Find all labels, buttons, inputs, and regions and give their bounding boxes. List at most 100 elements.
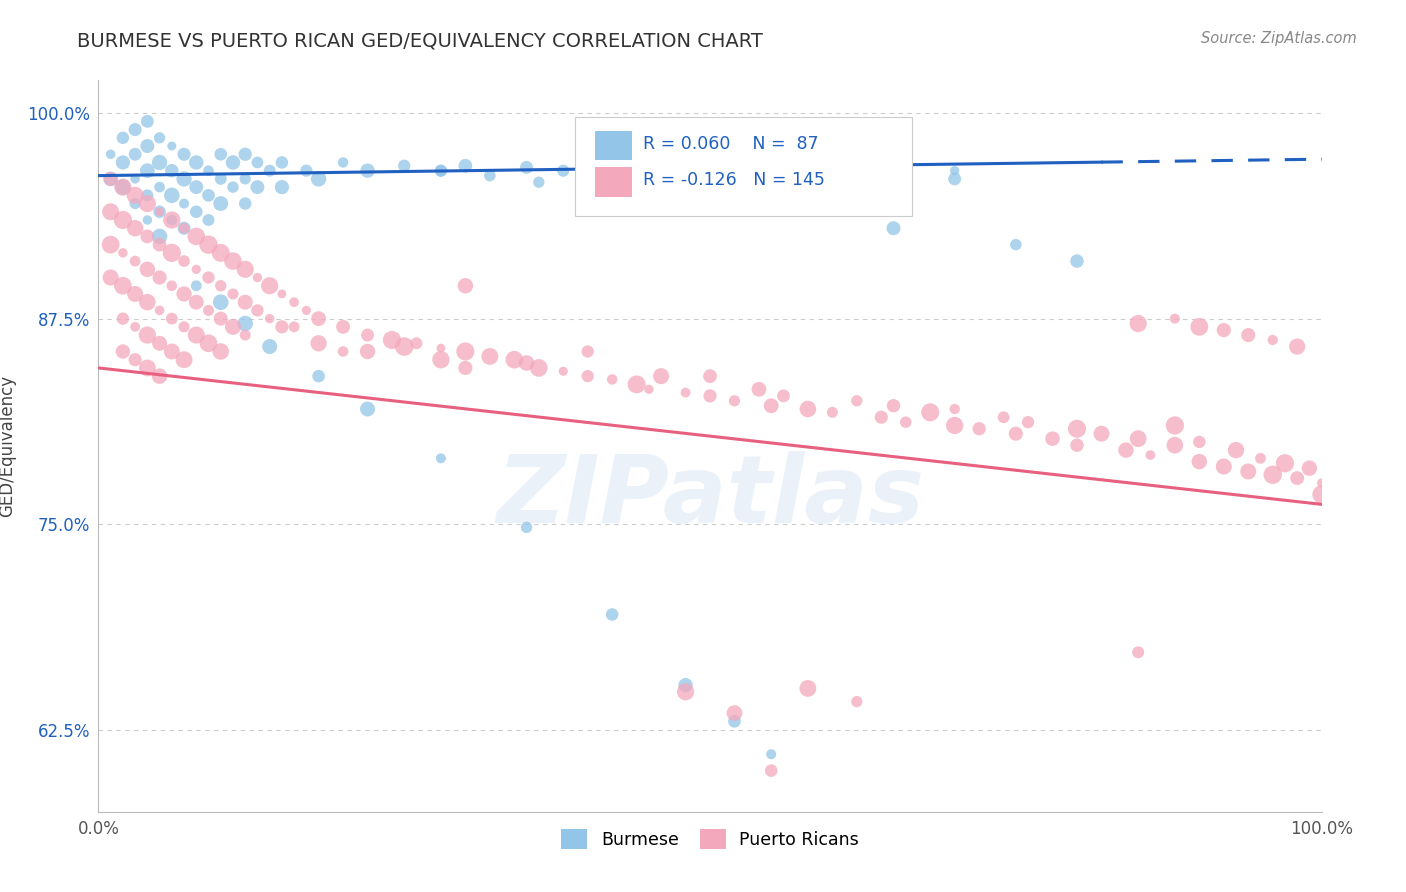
Point <box>136 188 159 202</box>
Point <box>1066 254 1088 268</box>
Point <box>405 336 427 351</box>
Point <box>283 295 305 310</box>
Point <box>920 405 942 419</box>
Point <box>600 372 623 386</box>
Point <box>1115 443 1137 458</box>
Point <box>149 237 172 252</box>
FancyBboxPatch shape <box>595 131 631 160</box>
Point <box>1004 237 1026 252</box>
Point <box>748 382 770 396</box>
Point <box>478 169 501 183</box>
Point <box>576 344 599 359</box>
Point <box>186 328 208 343</box>
Point <box>259 311 281 326</box>
Point <box>222 319 245 334</box>
Point <box>149 270 172 285</box>
Point <box>675 163 697 178</box>
Point <box>1164 311 1187 326</box>
Point <box>295 303 318 318</box>
Point <box>136 262 159 277</box>
Point <box>1237 328 1260 343</box>
Point <box>821 162 844 177</box>
Point <box>186 155 208 169</box>
Point <box>149 303 172 318</box>
Point <box>295 163 318 178</box>
Point <box>553 163 575 178</box>
Point <box>197 270 219 285</box>
Point <box>1128 317 1150 331</box>
Point <box>1310 475 1333 490</box>
Point <box>723 393 745 408</box>
Point <box>209 245 232 260</box>
Point <box>111 180 134 194</box>
Point <box>626 377 648 392</box>
Y-axis label: GED/Equivalency: GED/Equivalency <box>0 375 15 517</box>
Point <box>797 681 820 696</box>
Point <box>600 607 623 622</box>
Point <box>943 418 966 433</box>
Point <box>1212 323 1234 337</box>
Point <box>883 163 905 178</box>
Point <box>1286 471 1309 485</box>
Point <box>136 196 159 211</box>
Point <box>246 155 269 169</box>
Point <box>233 328 256 343</box>
Point <box>1261 467 1284 482</box>
Point <box>124 122 146 136</box>
Point <box>650 369 672 384</box>
Point <box>136 229 159 244</box>
Point <box>124 147 146 161</box>
Point <box>821 167 844 181</box>
Point <box>209 172 232 186</box>
Point <box>186 278 208 293</box>
Point <box>160 245 183 260</box>
Point <box>160 311 183 326</box>
Point <box>124 196 146 211</box>
Point <box>515 520 537 534</box>
Point <box>100 147 122 161</box>
Point <box>332 319 354 334</box>
Point <box>270 155 294 169</box>
Point <box>772 389 794 403</box>
Point <box>233 262 256 277</box>
Point <box>1164 438 1187 452</box>
Point <box>124 254 146 268</box>
Point <box>454 159 477 173</box>
Point <box>430 341 453 355</box>
Point <box>136 139 159 153</box>
Point <box>124 352 146 367</box>
Point <box>967 422 990 436</box>
Point <box>392 340 416 354</box>
Point <box>100 172 122 186</box>
Point <box>111 155 134 169</box>
Point <box>943 172 966 186</box>
Point <box>111 130 134 145</box>
Point <box>149 369 172 384</box>
Point <box>233 147 256 161</box>
Point <box>772 161 794 175</box>
Legend: Burmese, Puerto Ricans: Burmese, Puerto Ricans <box>554 822 866 855</box>
Point <box>186 180 208 194</box>
Point <box>173 254 195 268</box>
Point <box>173 319 195 334</box>
Point <box>222 180 245 194</box>
Point <box>723 159 745 173</box>
Point <box>124 188 146 202</box>
Text: R = -0.126   N = 145: R = -0.126 N = 145 <box>643 171 825 189</box>
Point <box>124 319 146 334</box>
Point <box>111 180 134 194</box>
Point <box>626 161 648 175</box>
Point <box>637 382 661 396</box>
Point <box>259 340 281 354</box>
Point <box>1274 456 1296 470</box>
Point <box>1066 438 1088 452</box>
Point <box>160 139 183 153</box>
Point <box>136 114 159 128</box>
Point <box>149 204 172 219</box>
Point <box>454 360 477 375</box>
Point <box>149 180 172 194</box>
Point <box>430 163 453 178</box>
Point <box>186 229 208 244</box>
Point <box>100 204 122 219</box>
Point <box>124 172 146 186</box>
